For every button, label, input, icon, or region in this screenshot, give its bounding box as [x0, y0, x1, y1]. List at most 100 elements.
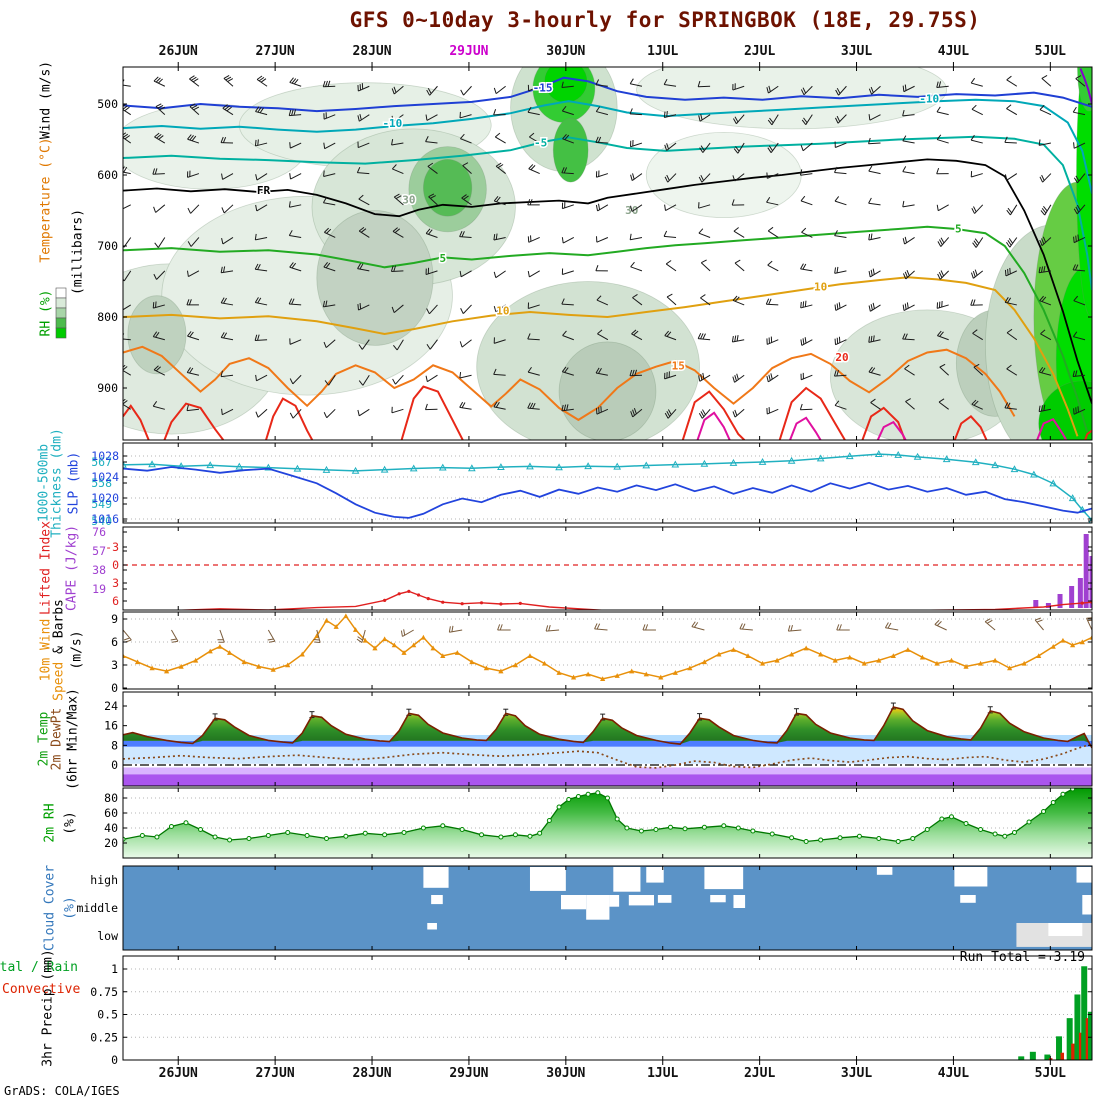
contour-25	[788, 416, 822, 440]
contour--15	[123, 76, 1092, 113]
contour-10	[123, 276, 1079, 437]
panel-border	[122, 787, 1093, 859]
svg-text:-10: -10	[382, 117, 402, 130]
svg-text:-5: -5	[534, 136, 547, 149]
axis-tick-label: 900	[97, 381, 118, 395]
axis-tick-label: 3	[111, 658, 118, 672]
precip-total-bar	[1081, 966, 1088, 1060]
date-label: 3JUL	[840, 44, 873, 59]
date-label: 4JUL	[937, 44, 970, 59]
axis-tick-label: 558	[91, 476, 112, 490]
page-title: GFS 0~10day 3-hourly for SPRINGBOK (18E,…	[349, 8, 981, 32]
svg-text:30: 30	[402, 193, 415, 206]
cape-bar	[1069, 586, 1075, 608]
rh-colorbar-cell	[55, 287, 67, 299]
cloud-patch	[710, 895, 726, 903]
legend-total-rain: Total / Rain	[0, 960, 78, 975]
cloud-patch	[876, 867, 893, 875]
panel-slp-thickness	[123, 450, 1092, 523]
cloud-patch	[529, 867, 566, 891]
axis-tick-label: -3	[105, 540, 119, 554]
li-line	[123, 590, 1092, 610]
panel-border	[122, 865, 1093, 951]
axis-label-millibars: (millibars)	[70, 208, 86, 296]
rh-colorbar-cell	[55, 317, 67, 329]
rh-colorbar-cell	[55, 307, 67, 319]
cloud-patch	[423, 867, 449, 888]
panel-border	[122, 611, 1093, 690]
cloud-row-label: low	[97, 929, 118, 943]
precip-conv-bar	[1093, 1040, 1097, 1060]
cloud-patch	[646, 867, 664, 883]
date-label: 27JUN	[255, 44, 295, 59]
axis-tick-label: 16	[104, 719, 118, 733]
cloud-patch	[1082, 895, 1092, 915]
axis-tick-label: 80	[104, 791, 118, 805]
axis-tick-label: 57	[92, 544, 106, 558]
date-label: 4JUL	[937, 1066, 970, 1081]
axis-label-ms: (m/s)	[69, 630, 85, 670]
date-label: 28JUN	[352, 44, 392, 59]
svg-text:10: 10	[814, 280, 827, 293]
date-label: 28JUN	[352, 1066, 392, 1081]
contour-20	[123, 385, 1092, 440]
axis-label-temperature: Temperature (°C)	[38, 137, 54, 263]
temp-line	[123, 706, 1092, 749]
cloud-patch	[704, 867, 744, 890]
cloud-patch	[431, 895, 443, 905]
contour--20	[1079, 68, 1092, 105]
axis-tick-label: 40	[104, 821, 118, 835]
panel-border	[122, 955, 1093, 1061]
contour-5	[123, 225, 1089, 433]
axis-tick-label: 0.25	[90, 1030, 118, 1044]
precip-total-bar	[1088, 1011, 1092, 1060]
precip-total-bar	[1044, 1054, 1051, 1060]
wind-speed-line	[123, 614, 1092, 680]
rh-line	[123, 788, 1080, 843]
panel-cloud-cover	[123, 866, 1092, 950]
cloud-patch	[427, 923, 437, 930]
legend-convective: Convective	[2, 982, 81, 997]
date-label: 2JUL	[743, 1066, 776, 1081]
contour--10	[123, 98, 1092, 194]
panel-border	[122, 66, 1093, 441]
temp-fill	[123, 707, 1092, 748]
axis-label-rh-pct: (%)	[62, 811, 78, 835]
axis-tick-label: 60	[104, 806, 118, 820]
axis-tick-label: 1020	[91, 491, 119, 505]
panel-li-cape	[123, 534, 1092, 610]
axis-tick-label: 0.75	[90, 985, 118, 999]
axis-tick-label: 6	[111, 635, 118, 649]
panel-border	[122, 526, 1093, 611]
contour-15	[123, 345, 1016, 422]
axis-tick-label: 700	[97, 239, 118, 253]
axis-tick-label: 3	[112, 576, 119, 590]
precip-total-bar	[1074, 994, 1081, 1060]
svg-text:15: 15	[672, 359, 685, 372]
axis-tick-label: 8	[111, 738, 118, 752]
cloud-patch	[628, 895, 655, 906]
axis-tick-label: 9	[111, 612, 118, 626]
axis-label-minmax: (6hr Min/Max)	[65, 688, 81, 790]
svg-text:FR: FR	[257, 184, 271, 197]
axis-label-cloud-cover: Cloud Cover	[42, 864, 58, 952]
date-label: 26JUN	[158, 1066, 198, 1081]
axis-tick-label: 6	[112, 594, 119, 608]
precip-total-bar	[1056, 1036, 1063, 1060]
precip-total-bar	[1029, 1051, 1036, 1060]
contour-25	[876, 420, 907, 440]
axis-label-2m-rh: 2m RH	[42, 803, 58, 843]
cloud-patch	[733, 895, 746, 908]
cape-bar	[1077, 578, 1083, 608]
cloud-patch	[1076, 867, 1092, 883]
cloud-patch	[657, 895, 672, 903]
axis-tick-label: 549	[91, 497, 112, 511]
rh-colorbar-cell	[55, 327, 67, 339]
axis-tick-label: 24	[104, 699, 118, 713]
date-label: 26JUN	[158, 44, 198, 59]
cape-bar	[1057, 594, 1063, 608]
thickness-line	[123, 453, 1092, 521]
cape-bar	[1045, 603, 1051, 608]
